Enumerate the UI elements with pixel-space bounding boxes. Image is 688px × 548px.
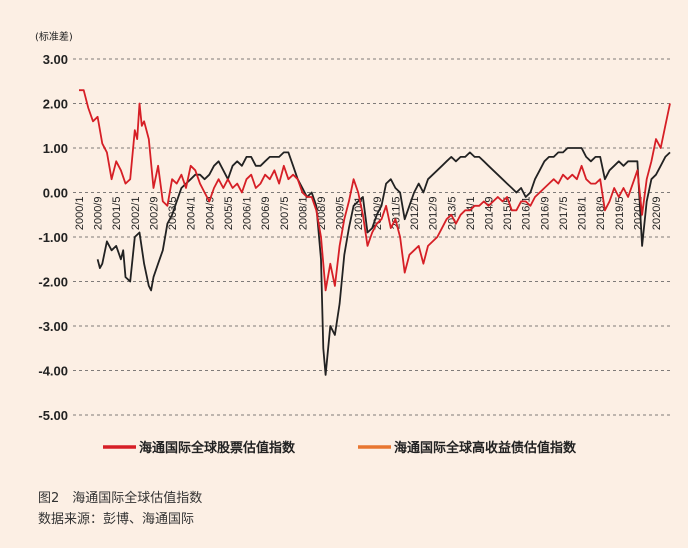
y-tick-label: -4.00 xyxy=(38,364,68,379)
x-tick-label: 2012/1 xyxy=(409,197,421,231)
y-tick-label: 0.00 xyxy=(43,186,68,201)
x-tick-label: 2019/5 xyxy=(614,197,626,231)
x-tick-label: 2000/9 xyxy=(93,197,105,231)
x-tick-label: 2007/5 xyxy=(279,197,291,231)
x-tick-label: 2001/5 xyxy=(111,197,123,231)
x-tick-label: 2020/9 xyxy=(651,197,663,231)
y-axis-unit-label: (标准差) xyxy=(35,30,73,43)
x-tick-label: 2018/9 xyxy=(595,197,607,231)
x-tick-label: 2009/5 xyxy=(335,197,347,231)
series-line-0 xyxy=(79,89,671,292)
series-line-2 xyxy=(96,147,671,376)
legend-label-equity: 海通国际全球股票估值指数 xyxy=(139,440,296,456)
x-tick-label: 2014/1 xyxy=(465,197,477,231)
x-tick-label: 2002/9 xyxy=(148,197,160,231)
figure-caption: 图2 海通国际全球估值指数 xyxy=(38,491,203,506)
x-tick-label: 2017/5 xyxy=(558,197,570,231)
y-tick-label: -1.00 xyxy=(38,230,68,245)
x-tick-label: 2013/5 xyxy=(446,197,458,231)
x-tick-label: 2010/1 xyxy=(353,197,365,231)
y-tick-label: -2.00 xyxy=(38,275,68,290)
data-source-note: 数据来源：彭博、海通国际 xyxy=(38,512,195,527)
y-tick-label: 2.00 xyxy=(43,97,68,112)
legend-item-equity: 海通国际全球股票估值指数 xyxy=(103,440,296,456)
legend-item-highyield: 海通国际全球高收益债估值指数 xyxy=(358,440,577,456)
y-tick-label: 3.00 xyxy=(43,52,68,67)
x-tick-label: 2012/9 xyxy=(428,197,440,231)
x-tick-label: 2004/1 xyxy=(186,197,198,231)
y-tick-label: -5.00 xyxy=(38,408,68,423)
y-tick-label: 1.00 xyxy=(43,141,68,156)
legend: 海通国际全球股票估值指数 海通国际全球高收益债估值指数 xyxy=(103,440,577,456)
series-lines xyxy=(79,89,671,376)
x-tick-label: 2000/1 xyxy=(74,197,86,231)
y-axis-ticks: 3.00 2.00 1.00 0.00 -1.00 -2.00 -3.00 -4.00 -5.0… xyxy=(38,52,68,423)
legend-label-highyield: 海通国际全球高收益债估值指数 xyxy=(394,440,577,456)
x-tick-label: 2004/9 xyxy=(204,197,216,231)
y-tick-label: -3.00 xyxy=(38,319,68,334)
x-tick-label: 2016/9 xyxy=(539,197,551,231)
x-tick-label: 2008/1 xyxy=(297,197,309,231)
x-tick-label: 2006/1 xyxy=(242,197,254,231)
x-tick-label: 2006/9 xyxy=(260,197,272,231)
x-tick-label: 2005/5 xyxy=(223,197,235,231)
x-tick-label: 2018/1 xyxy=(577,197,589,231)
x-tick-label: 2015/5 xyxy=(502,197,514,231)
x-tick-label: 2002/1 xyxy=(130,197,142,231)
